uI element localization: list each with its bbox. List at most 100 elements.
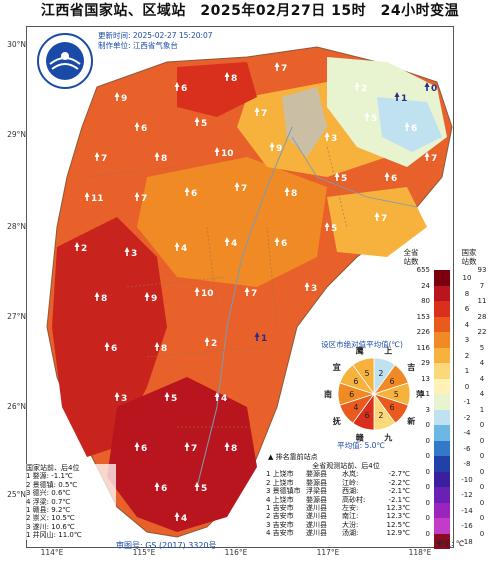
- table-cell: 水岚:: [342, 470, 359, 479]
- legend-swatch: [434, 270, 450, 286]
- table-row: 3 德兴: 0.6℃: [26, 489, 71, 498]
- cma-logo: [37, 33, 93, 89]
- table-cell: 4 吉安市: [266, 529, 294, 538]
- pie-value: 4: [353, 403, 358, 412]
- station-value: 7: [101, 154, 107, 164]
- table-row: 2 上饶市 婺源县 江岭: -2.2℃: [266, 479, 426, 487]
- legend-swatch: [434, 518, 450, 534]
- station-value: 9: [121, 94, 127, 104]
- table-row: 2 景德镇: 0.5℃: [26, 480, 78, 489]
- pie-label: 鹰: [356, 345, 364, 355]
- pie-title: 设区市绝对值平均值(℃): [321, 340, 403, 349]
- station-value: 6: [191, 189, 197, 199]
- legend-national-count: 0: [479, 483, 485, 491]
- pie-value: 6: [390, 403, 395, 412]
- table-row: 2 吉安市 遂川县 南江: 12.3℃: [266, 512, 426, 520]
- legend-count: 226: [416, 328, 430, 336]
- station-value: 2: [361, 84, 367, 94]
- legend-national-count: 4: [479, 359, 485, 367]
- warming-arrow-icon: [244, 287, 250, 296]
- warming-arrow-icon: [384, 172, 390, 181]
- pie-slice: [352, 357, 375, 396]
- station-value: 5: [201, 484, 207, 494]
- warming-arrow-icon: [154, 342, 160, 351]
- warming-arrow-icon: [114, 92, 120, 101]
- table-cell: 3 景德镇市: [266, 487, 301, 496]
- legend-value: 2: [464, 351, 470, 360]
- legend-swatch: [434, 487, 450, 503]
- warming-arrow-icon: [374, 212, 380, 221]
- legend-national-count: 11: [477, 297, 487, 305]
- station-value: 7: [261, 109, 267, 119]
- warming-arrow-icon: [164, 392, 170, 401]
- pie-chart: 2 上 6 吉 5 萍 6 新 2 九 6 赣 4 抚 6 南 6 宜 5 鹰: [324, 345, 424, 442]
- warming-arrow-icon: [134, 192, 140, 201]
- legend-count: 0: [425, 452, 430, 460]
- table-cell: 高砂村:: [342, 495, 366, 504]
- warming-arrow-icon: [134, 442, 140, 451]
- warming-arrow-icon: [204, 337, 210, 346]
- warming-arrow-icon: [364, 112, 370, 121]
- legend-national-count: 0: [479, 514, 485, 522]
- lat-label: 26°N: [7, 402, 26, 411]
- warming-arrow-icon: [94, 152, 100, 161]
- warming-arrow-icon: [234, 182, 240, 191]
- lat-label: 30°N: [7, 40, 26, 49]
- legend-count: 655: [416, 266, 430, 274]
- legend-swatch: [434, 394, 450, 410]
- legend-swatch: [434, 440, 450, 456]
- table-cell: -2.1℃: [388, 487, 410, 496]
- legend-national-count: 0: [479, 467, 485, 476]
- station-value: 4: [181, 514, 187, 524]
- legend-value: -12: [461, 491, 473, 499]
- region-west-hot: [52, 217, 167, 457]
- station-value: 8: [101, 294, 107, 304]
- lon-label: 117°E: [316, 548, 340, 557]
- legend-count: 29: [421, 359, 430, 367]
- station-value: 4: [231, 239, 237, 249]
- station-value: 7: [241, 184, 247, 194]
- table-row: 4 吉安市 遂川县 汤湖: 12.9℃: [266, 529, 426, 537]
- station-value: 3: [131, 249, 137, 259]
- station-value: 10: [221, 149, 234, 159]
- river-xin: [291, 136, 418, 208]
- station-value: 8: [291, 189, 297, 199]
- station-value: 2: [81, 244, 87, 254]
- table-cell: 遂川县: [306, 504, 327, 513]
- legend-value: -10: [461, 475, 473, 484]
- map-title: 江西省国家站、区域站 2025年02月27日 15时 24小时变温: [40, 3, 460, 19]
- region-center-warm: [137, 157, 327, 287]
- lon-label: 116°E: [224, 548, 248, 557]
- station-value: 6: [181, 84, 187, 94]
- table-row: 1 井冈山: 11.0℃: [26, 531, 82, 540]
- pie-value: 6: [390, 377, 395, 386]
- legend-swatch: [434, 316, 450, 332]
- lon-label: 114°E: [40, 548, 64, 557]
- station-value: 11: [91, 194, 104, 204]
- legend-header-national: 国家 站数: [461, 248, 477, 266]
- pie-label: 抚: [333, 416, 341, 426]
- table-cell: 3 吉安市: [266, 520, 294, 529]
- station-value: 1: [401, 94, 407, 104]
- pie-label: 上: [384, 345, 392, 355]
- station-value: 4: [221, 394, 227, 404]
- legend-count: 11: [421, 390, 430, 398]
- legend-count: 0: [425, 483, 430, 491]
- warming-arrow-icon: [324, 132, 330, 141]
- legend-swatch: [434, 471, 450, 487]
- legend-swatch: [434, 378, 450, 394]
- pie-label: 新: [407, 416, 415, 426]
- warming-arrow-icon: [394, 92, 400, 101]
- warming-arrow-icon: [424, 152, 430, 161]
- warming-arrow-icon: [284, 187, 290, 196]
- national-rank-table: 国家站前、后4位 1 婺源: -1.1℃ 2 景德镇: 0.5℃ 3 德兴: 0.6…: [26, 464, 116, 540]
- lat-label: 29°N: [7, 130, 26, 139]
- warming-arrow-icon: [174, 82, 180, 91]
- pie-label: 吉: [407, 362, 415, 372]
- table-row: 3 景德镇市 浮梁县 西湖: -2.1℃: [266, 487, 426, 495]
- legend-value: -8: [463, 460, 471, 468]
- station-value: 5: [171, 394, 177, 404]
- warming-arrow-icon: [124, 247, 130, 256]
- station-value: 7: [381, 214, 387, 224]
- warming-arrow-icon: [174, 512, 180, 521]
